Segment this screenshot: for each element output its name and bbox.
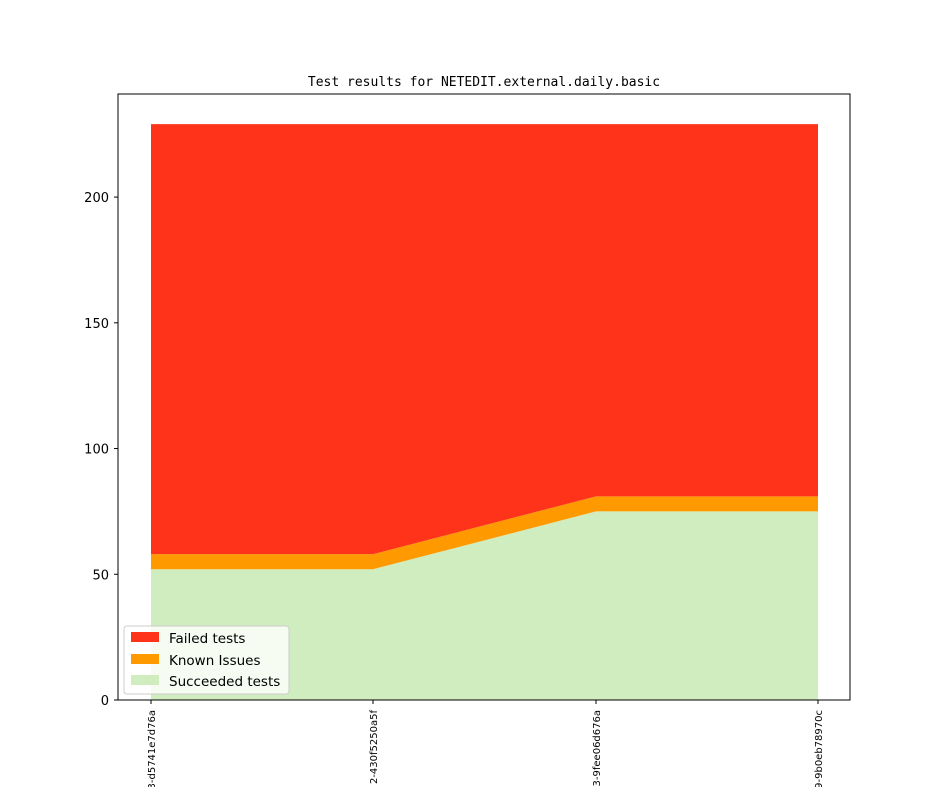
x-tick-label: 2-430f5250a5f	[369, 710, 380, 785]
area-series-known-issues	[151, 496, 818, 570]
legend-swatch-failed	[131, 632, 159, 642]
chart-title: Test results for NETEDIT.external.daily.…	[308, 75, 660, 90]
legend-label-failed: Failed tests	[169, 631, 245, 647]
area-series-failed	[151, 124, 818, 555]
y-tick-label: 200	[84, 191, 109, 206]
area-series-succeeded	[151, 511, 818, 700]
y-tick-label: 150	[84, 317, 109, 332]
x-tick-label: 9-9b0eb78970c	[814, 710, 825, 787]
legend-box	[123, 625, 290, 695]
x-tick-label: 3-9fee06d676a	[592, 710, 603, 786]
legend-label-known: Known Issues	[169, 653, 261, 669]
x-tick-label: 3-d5741e7d76a	[147, 710, 158, 787]
legend-swatch-succeeded	[131, 675, 159, 685]
y-tick-label: 100	[84, 443, 109, 458]
y-tick-label: 0	[101, 694, 109, 709]
legend-label-succeeded: Succeeded tests	[169, 674, 280, 690]
y-tick-label: 50	[92, 568, 109, 583]
plot-frame	[117, 93, 851, 701]
x-axis: 3-d5741e7d76a 2-430f5250a5f 3-9fee06d676a 9…	[147, 700, 825, 787]
stacked-areas	[151, 124, 818, 700]
y-axis: 0 50 100 150 200	[84, 191, 118, 709]
legend-swatch-known	[131, 654, 159, 664]
legend: Failed tests Known Issues Succeeded test…	[123, 625, 290, 695]
